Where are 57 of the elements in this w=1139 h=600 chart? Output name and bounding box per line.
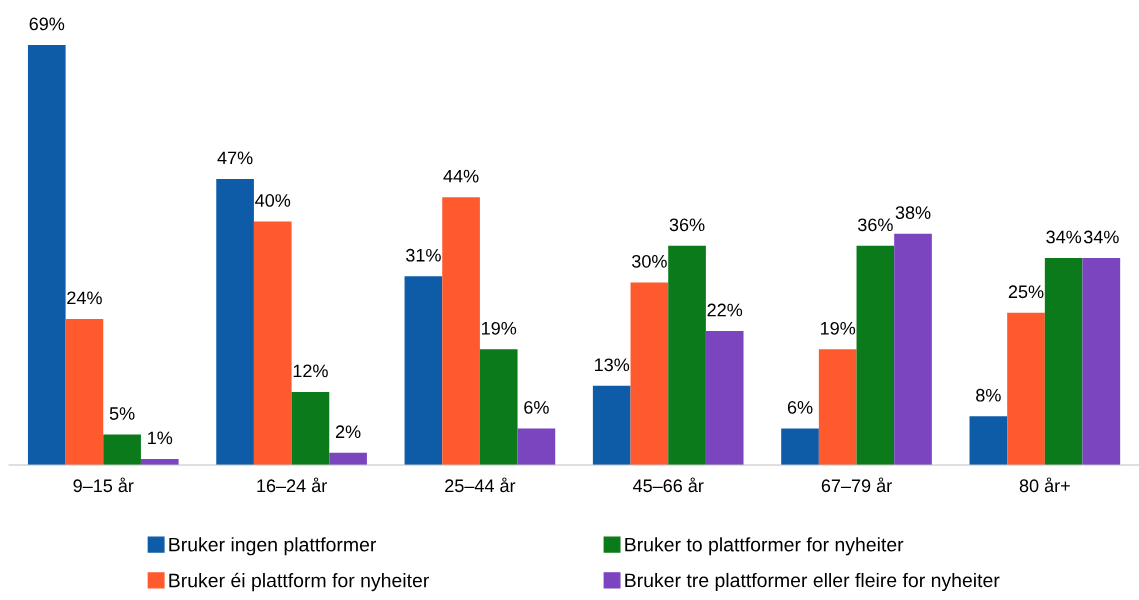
bar <box>442 197 480 465</box>
legend-label: Bruker tre plattformer eller fleire for nyheiter <box>625 572 1000 592</box>
data-label: 8% <box>976 388 1001 402</box>
data-label: 2% <box>335 425 361 439</box>
data-label: 31% <box>406 248 441 262</box>
bar <box>216 178 254 465</box>
x-tick-label: 67–79 år <box>821 477 892 493</box>
legend-label: Bruker ingen plattformer <box>169 537 377 556</box>
data-label: 36% <box>669 218 705 232</box>
data-label: 6% <box>787 401 813 414</box>
bar <box>705 331 744 465</box>
legend-label: Bruker to plattformer for nyheiter <box>625 537 904 556</box>
data-label: 6% <box>524 401 549 414</box>
bar <box>103 434 141 465</box>
bar <box>65 318 104 465</box>
x-tick-label: 45–66 år <box>632 477 704 493</box>
x-tick-label: 80 år+ <box>1019 477 1070 493</box>
data-label: 24% <box>67 291 102 305</box>
bar <box>969 416 1008 465</box>
legend-label: Bruker éi plattform for nyheiter <box>169 572 429 592</box>
data-label: 40% <box>255 194 291 207</box>
data-label: 44% <box>443 169 479 183</box>
bar <box>894 233 932 465</box>
bar <box>291 391 330 465</box>
bar <box>630 282 669 465</box>
data-label: 38% <box>895 206 931 220</box>
bar <box>1082 258 1121 465</box>
bar <box>253 221 292 465</box>
bar <box>781 428 819 465</box>
data-label: 30% <box>632 254 667 268</box>
data-label: 19% <box>482 321 517 335</box>
bar <box>27 45 66 465</box>
bar <box>404 276 443 465</box>
bar <box>668 245 706 465</box>
bar <box>818 349 857 465</box>
data-label: 12% <box>293 364 328 378</box>
data-label: 1% <box>148 431 173 445</box>
bar <box>856 245 895 465</box>
data-label: 25% <box>1008 285 1044 299</box>
data-label: 19% <box>821 321 856 335</box>
data-label: 47% <box>217 151 253 165</box>
x-tick-label: 9–15 år <box>73 477 134 493</box>
data-label: 5% <box>109 407 135 420</box>
bar <box>592 385 631 465</box>
bar <box>517 428 556 465</box>
data-label: 34% <box>1083 230 1119 244</box>
data-label: 69% <box>29 17 65 31</box>
bar <box>1007 312 1045 465</box>
data-label: 36% <box>857 218 893 232</box>
x-tick-label: 25–44 år <box>445 477 516 493</box>
bar <box>329 452 367 465</box>
x-tick-label: 16–24 år <box>257 477 327 493</box>
data-label: 22% <box>707 303 743 317</box>
data-label: 13% <box>595 358 630 372</box>
data-label: 34% <box>1046 230 1082 244</box>
bar <box>479 349 518 465</box>
bar <box>1044 258 1083 465</box>
